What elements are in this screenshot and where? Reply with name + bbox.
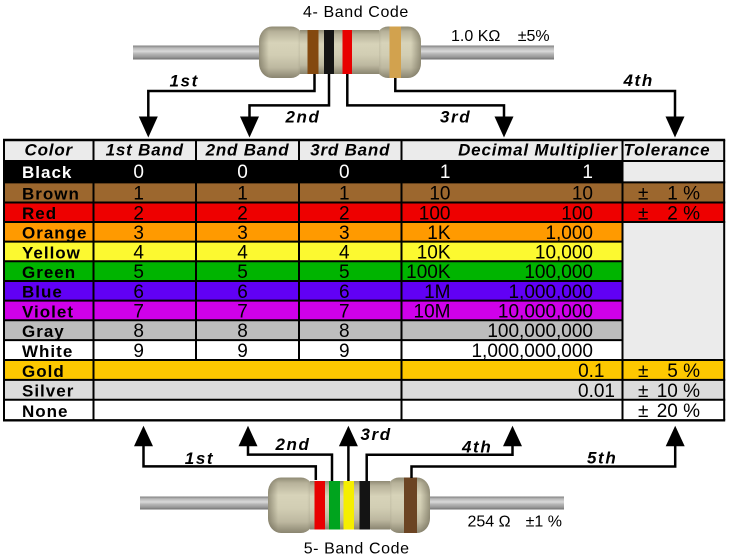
svg-text:0.1: 0.1	[578, 361, 604, 382]
svg-text:Violet: Violet	[22, 302, 74, 321]
svg-text:8: 8	[339, 321, 350, 342]
svg-text:9: 9	[133, 341, 144, 362]
svg-text:Blue: Blue	[22, 283, 63, 302]
svg-text:None: None	[22, 402, 69, 421]
svg-text:2 %: 2 %	[667, 203, 700, 224]
svg-text:10,000: 10,000	[535, 242, 593, 263]
svg-text:1: 1	[237, 183, 248, 204]
svg-text:10: 10	[572, 183, 593, 204]
svg-text:Silver: Silver	[22, 382, 74, 401]
svg-text:20 %: 20 %	[657, 401, 700, 422]
svg-text:6: 6	[339, 282, 350, 303]
svg-text:0: 0	[237, 162, 248, 183]
svg-text:Red: Red	[22, 204, 57, 223]
svg-text:1: 1	[133, 183, 144, 204]
svg-text:10M: 10M	[414, 301, 451, 322]
svg-text:5: 5	[133, 262, 144, 283]
svg-text:8: 8	[133, 321, 144, 342]
svg-text:Gold: Gold	[22, 362, 65, 381]
svg-text:Orange: Orange	[22, 224, 88, 243]
svg-text:5: 5	[237, 262, 248, 283]
svg-text:2: 2	[237, 203, 248, 224]
svg-text:9: 9	[339, 341, 350, 362]
svg-text:2nd: 2nd	[275, 435, 311, 454]
svg-text:5: 5	[339, 262, 350, 283]
svg-text:±: ±	[638, 183, 648, 204]
svg-text:0.01: 0.01	[578, 381, 615, 402]
svg-text:2nd: 2nd	[285, 107, 321, 126]
svg-text:6: 6	[237, 282, 248, 303]
svg-text:1,000,000,000: 1,000,000,000	[471, 341, 593, 362]
svg-text:0: 0	[339, 162, 350, 183]
svg-text:6: 6	[133, 282, 144, 303]
svg-text:4- Band Code: 4- Band Code	[303, 4, 409, 21]
svg-text:100: 100	[561, 203, 593, 224]
svg-text:254 Ω: 254 Ω	[468, 514, 511, 531]
svg-text:2: 2	[339, 203, 350, 224]
svg-text:Yellow: Yellow	[22, 243, 81, 262]
svg-text:100: 100	[419, 203, 451, 224]
svg-text:±5%: ±5%	[518, 28, 550, 45]
svg-text:Tolerance: Tolerance	[624, 140, 711, 159]
svg-text:1K: 1K	[427, 223, 451, 244]
svg-text:3rd Band: 3rd Band	[310, 140, 390, 159]
svg-text:Gray: Gray	[22, 322, 65, 341]
svg-text:1st: 1st	[185, 449, 214, 468]
svg-text:4: 4	[133, 242, 144, 263]
svg-text:Color: Color	[25, 140, 74, 159]
svg-text:Brown: Brown	[22, 184, 80, 203]
svg-text:7: 7	[339, 301, 350, 322]
svg-text:7: 7	[237, 301, 248, 322]
svg-text:Black: Black	[22, 163, 72, 182]
svg-text:100,000,000: 100,000,000	[487, 321, 593, 342]
svg-text:1st: 1st	[170, 72, 199, 91]
svg-text:4th: 4th	[623, 71, 654, 90]
svg-text:±: ±	[638, 381, 648, 402]
svg-text:100,000: 100,000	[524, 262, 593, 283]
svg-text:3rd: 3rd	[440, 107, 471, 126]
svg-text:1,000: 1,000	[545, 223, 593, 244]
svg-text:5th: 5th	[587, 448, 617, 467]
svg-text:5- Band Code: 5- Band Code	[304, 540, 410, 557]
svg-text:Green: Green	[22, 263, 76, 282]
svg-text:3rd: 3rd	[361, 425, 392, 444]
svg-text:3: 3	[237, 223, 248, 244]
svg-text:Decimal Multiplier: Decimal Multiplier	[458, 140, 618, 159]
svg-text:1M: 1M	[424, 282, 450, 303]
svg-text:1: 1	[339, 183, 350, 204]
svg-text:±1 %: ±1 %	[526, 514, 562, 531]
svg-text:0: 0	[133, 162, 144, 183]
svg-text:White: White	[22, 342, 73, 361]
svg-text:1: 1	[582, 162, 593, 183]
svg-text:2nd Band: 2nd Band	[205, 140, 290, 159]
svg-text:3: 3	[133, 223, 144, 244]
svg-text:4: 4	[237, 242, 248, 263]
svg-text:1st Band: 1st Band	[106, 140, 184, 159]
svg-text:10 %: 10 %	[657, 381, 700, 402]
svg-text:4th: 4th	[461, 437, 492, 456]
svg-text:1 %: 1 %	[667, 183, 700, 204]
svg-text:1: 1	[440, 162, 451, 183]
svg-text:5 %: 5 %	[667, 361, 700, 382]
svg-text:10K: 10K	[417, 242, 451, 263]
svg-text:1,000,000: 1,000,000	[508, 282, 593, 303]
svg-text:100K: 100K	[406, 262, 451, 283]
svg-text:10,000,000: 10,000,000	[498, 301, 593, 322]
svg-text:10: 10	[429, 183, 450, 204]
svg-text:9: 9	[237, 341, 248, 362]
svg-text:8: 8	[237, 321, 248, 342]
svg-text:±: ±	[638, 361, 648, 382]
svg-text:4: 4	[339, 242, 350, 263]
svg-text:1.0 KΩ: 1.0 KΩ	[451, 28, 500, 45]
svg-text:2: 2	[133, 203, 144, 224]
svg-text:3: 3	[339, 223, 350, 244]
svg-text:7: 7	[133, 301, 144, 322]
svg-text:±: ±	[638, 401, 648, 422]
svg-text:±: ±	[638, 203, 648, 224]
